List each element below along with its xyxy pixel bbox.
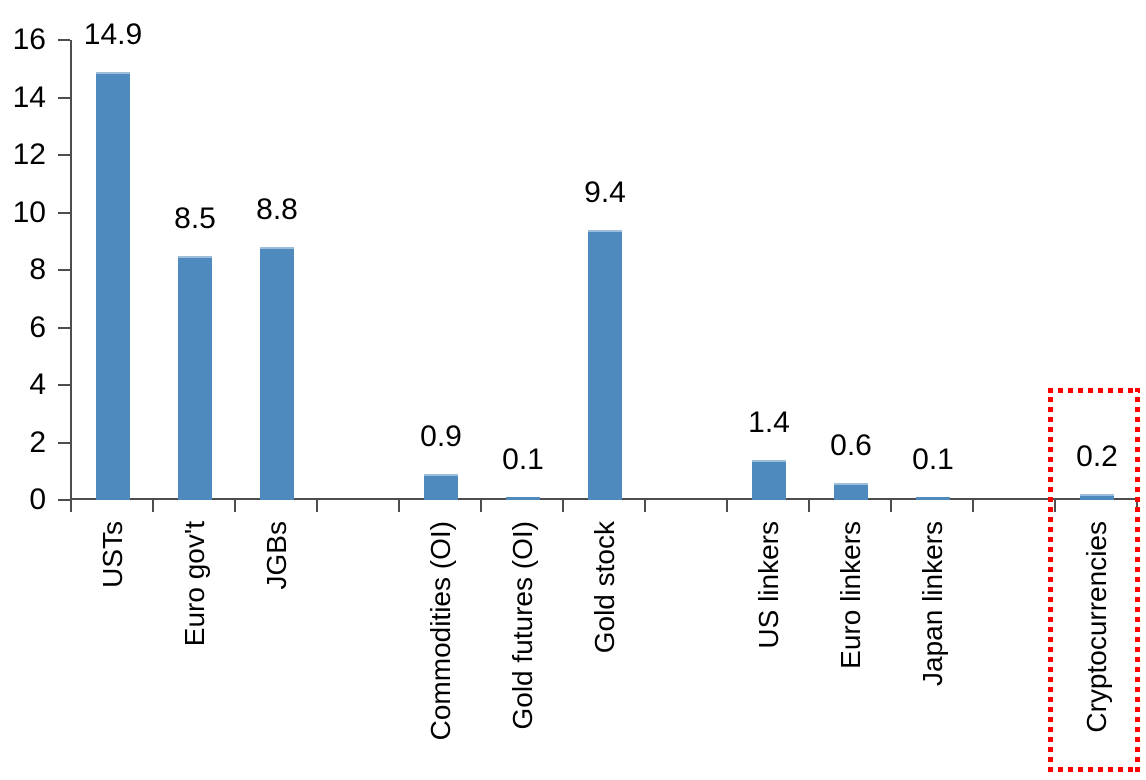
data-label-cryptocurrencies: 0.2 <box>1076 440 1118 473</box>
highlight-box-edge-top <box>1048 388 1140 393</box>
bar-jgbs <box>260 247 294 500</box>
x-tick <box>644 500 646 512</box>
x-tick <box>398 500 400 512</box>
bar-euro-gov-t <box>178 256 212 500</box>
y-tick <box>58 499 70 501</box>
y-tick-label: 12 <box>12 138 46 171</box>
data-label-usts: 14.9 <box>83 18 143 51</box>
data-label-gold-futures-oi: 0.1 <box>502 443 544 476</box>
y-tick <box>58 39 70 41</box>
category-label-wrap-us-linkers: US linkers <box>728 521 810 777</box>
x-tick <box>234 500 236 512</box>
y-tick <box>58 442 70 444</box>
bar-japan-linkers <box>916 497 950 500</box>
y-tick <box>58 154 70 156</box>
category-label-euro-gov-t: Euro gov't <box>179 521 210 647</box>
bar-cryptocurrencies <box>1080 494 1114 500</box>
y-tick <box>58 97 70 99</box>
y-tick-label: 2 <box>29 426 46 459</box>
category-label-gold-stock: Gold stock <box>589 521 620 654</box>
bar-commodities-oi <box>424 474 458 500</box>
data-label-euro-gov-t: 8.5 <box>174 202 216 235</box>
category-label-usts: USTs <box>97 521 128 588</box>
category-label-wrap-gold-futures-oi: Gold futures (OI) <box>482 521 564 777</box>
y-tick-label: 0 <box>29 483 46 516</box>
category-label-gold-futures-oi: Gold futures (OI) <box>507 521 538 730</box>
category-label-wrap-commodities-oi: Commodities (OI) <box>400 521 482 777</box>
data-label-jgbs: 8.8 <box>256 193 298 226</box>
y-tick-label: 14 <box>12 81 46 114</box>
y-tick <box>58 384 70 386</box>
category-label-wrap-cryptocurrencies: Cryptocurrencies <box>1056 521 1138 777</box>
data-label-us-linkers: 1.4 <box>748 406 790 439</box>
data-label-gold-stock: 9.4 <box>584 176 626 209</box>
category-label-jgbs: JGBs <box>261 521 292 590</box>
bar-usts <box>96 72 130 500</box>
y-tick <box>58 269 70 271</box>
data-label-commodities-oi: 0.9 <box>420 420 462 453</box>
bar-euro-linkers <box>834 483 868 500</box>
y-tick-label: 10 <box>12 196 46 229</box>
x-tick <box>562 500 564 512</box>
x-tick <box>972 500 974 512</box>
category-label-wrap-gold-stock: Gold stock <box>564 521 646 777</box>
category-label-wrap-jgbs: JGBs <box>236 521 318 777</box>
y-tick-label: 4 <box>29 368 46 401</box>
x-tick <box>70 500 72 512</box>
x-tick <box>890 500 892 512</box>
x-tick <box>480 500 482 512</box>
x-tick <box>726 500 728 512</box>
y-tick-label: 8 <box>29 253 46 286</box>
x-tick <box>316 500 318 512</box>
category-label-wrap-japan-linkers: Japan linkers <box>892 521 974 777</box>
category-label-cryptocurrencies: Cryptocurrencies <box>1081 521 1112 733</box>
y-tick <box>58 212 70 214</box>
x-tick <box>152 500 154 512</box>
y-tick <box>58 327 70 329</box>
x-tick <box>1136 500 1138 512</box>
category-label-wrap-euro-linkers: Euro linkers <box>810 521 892 777</box>
x-tick <box>808 500 810 512</box>
bar-us-linkers <box>752 460 786 500</box>
category-label-japan-linkers: Japan linkers <box>917 521 948 686</box>
category-label-commodities-oi: Commodities (OI) <box>425 521 456 741</box>
data-label-japan-linkers: 0.1 <box>912 443 954 476</box>
x-tick <box>1054 500 1056 512</box>
bar-gold-stock <box>588 230 622 500</box>
category-label-wrap-usts: USTs <box>72 521 154 777</box>
category-label-wrap-euro-gov-t: Euro gov't <box>154 521 236 777</box>
y-axis-line <box>70 40 72 500</box>
y-tick-label: 16 <box>12 23 46 56</box>
y-tick-label: 6 <box>29 311 46 344</box>
data-label-euro-linkers: 0.6 <box>830 429 872 462</box>
category-label-euro-linkers: Euro linkers <box>835 521 866 669</box>
bar-gold-futures-oi <box>506 497 540 500</box>
category-label-us-linkers: US linkers <box>753 521 784 649</box>
